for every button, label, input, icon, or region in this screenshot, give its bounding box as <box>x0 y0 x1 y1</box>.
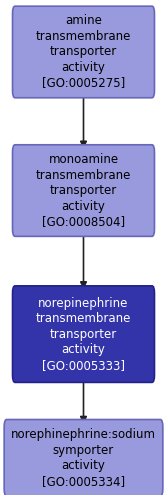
FancyBboxPatch shape <box>13 6 154 98</box>
Text: norepinephrine
transmembrane
transporter
activity
[GO:0005333]: norepinephrine transmembrane transporter… <box>36 297 131 372</box>
Text: norephinephrine:sodium
symporter
activity
[GO:0005334]: norephinephrine:sodium symporter activit… <box>11 428 156 488</box>
FancyBboxPatch shape <box>13 286 154 382</box>
FancyBboxPatch shape <box>13 145 154 237</box>
Text: monoamine
transmembrane
transporter
activity
[GO:0008504]: monoamine transmembrane transporter acti… <box>36 153 131 228</box>
Text: amine
transmembrane
transporter
activity
[GO:0005275]: amine transmembrane transporter activity… <box>36 14 131 90</box>
FancyBboxPatch shape <box>4 420 163 495</box>
